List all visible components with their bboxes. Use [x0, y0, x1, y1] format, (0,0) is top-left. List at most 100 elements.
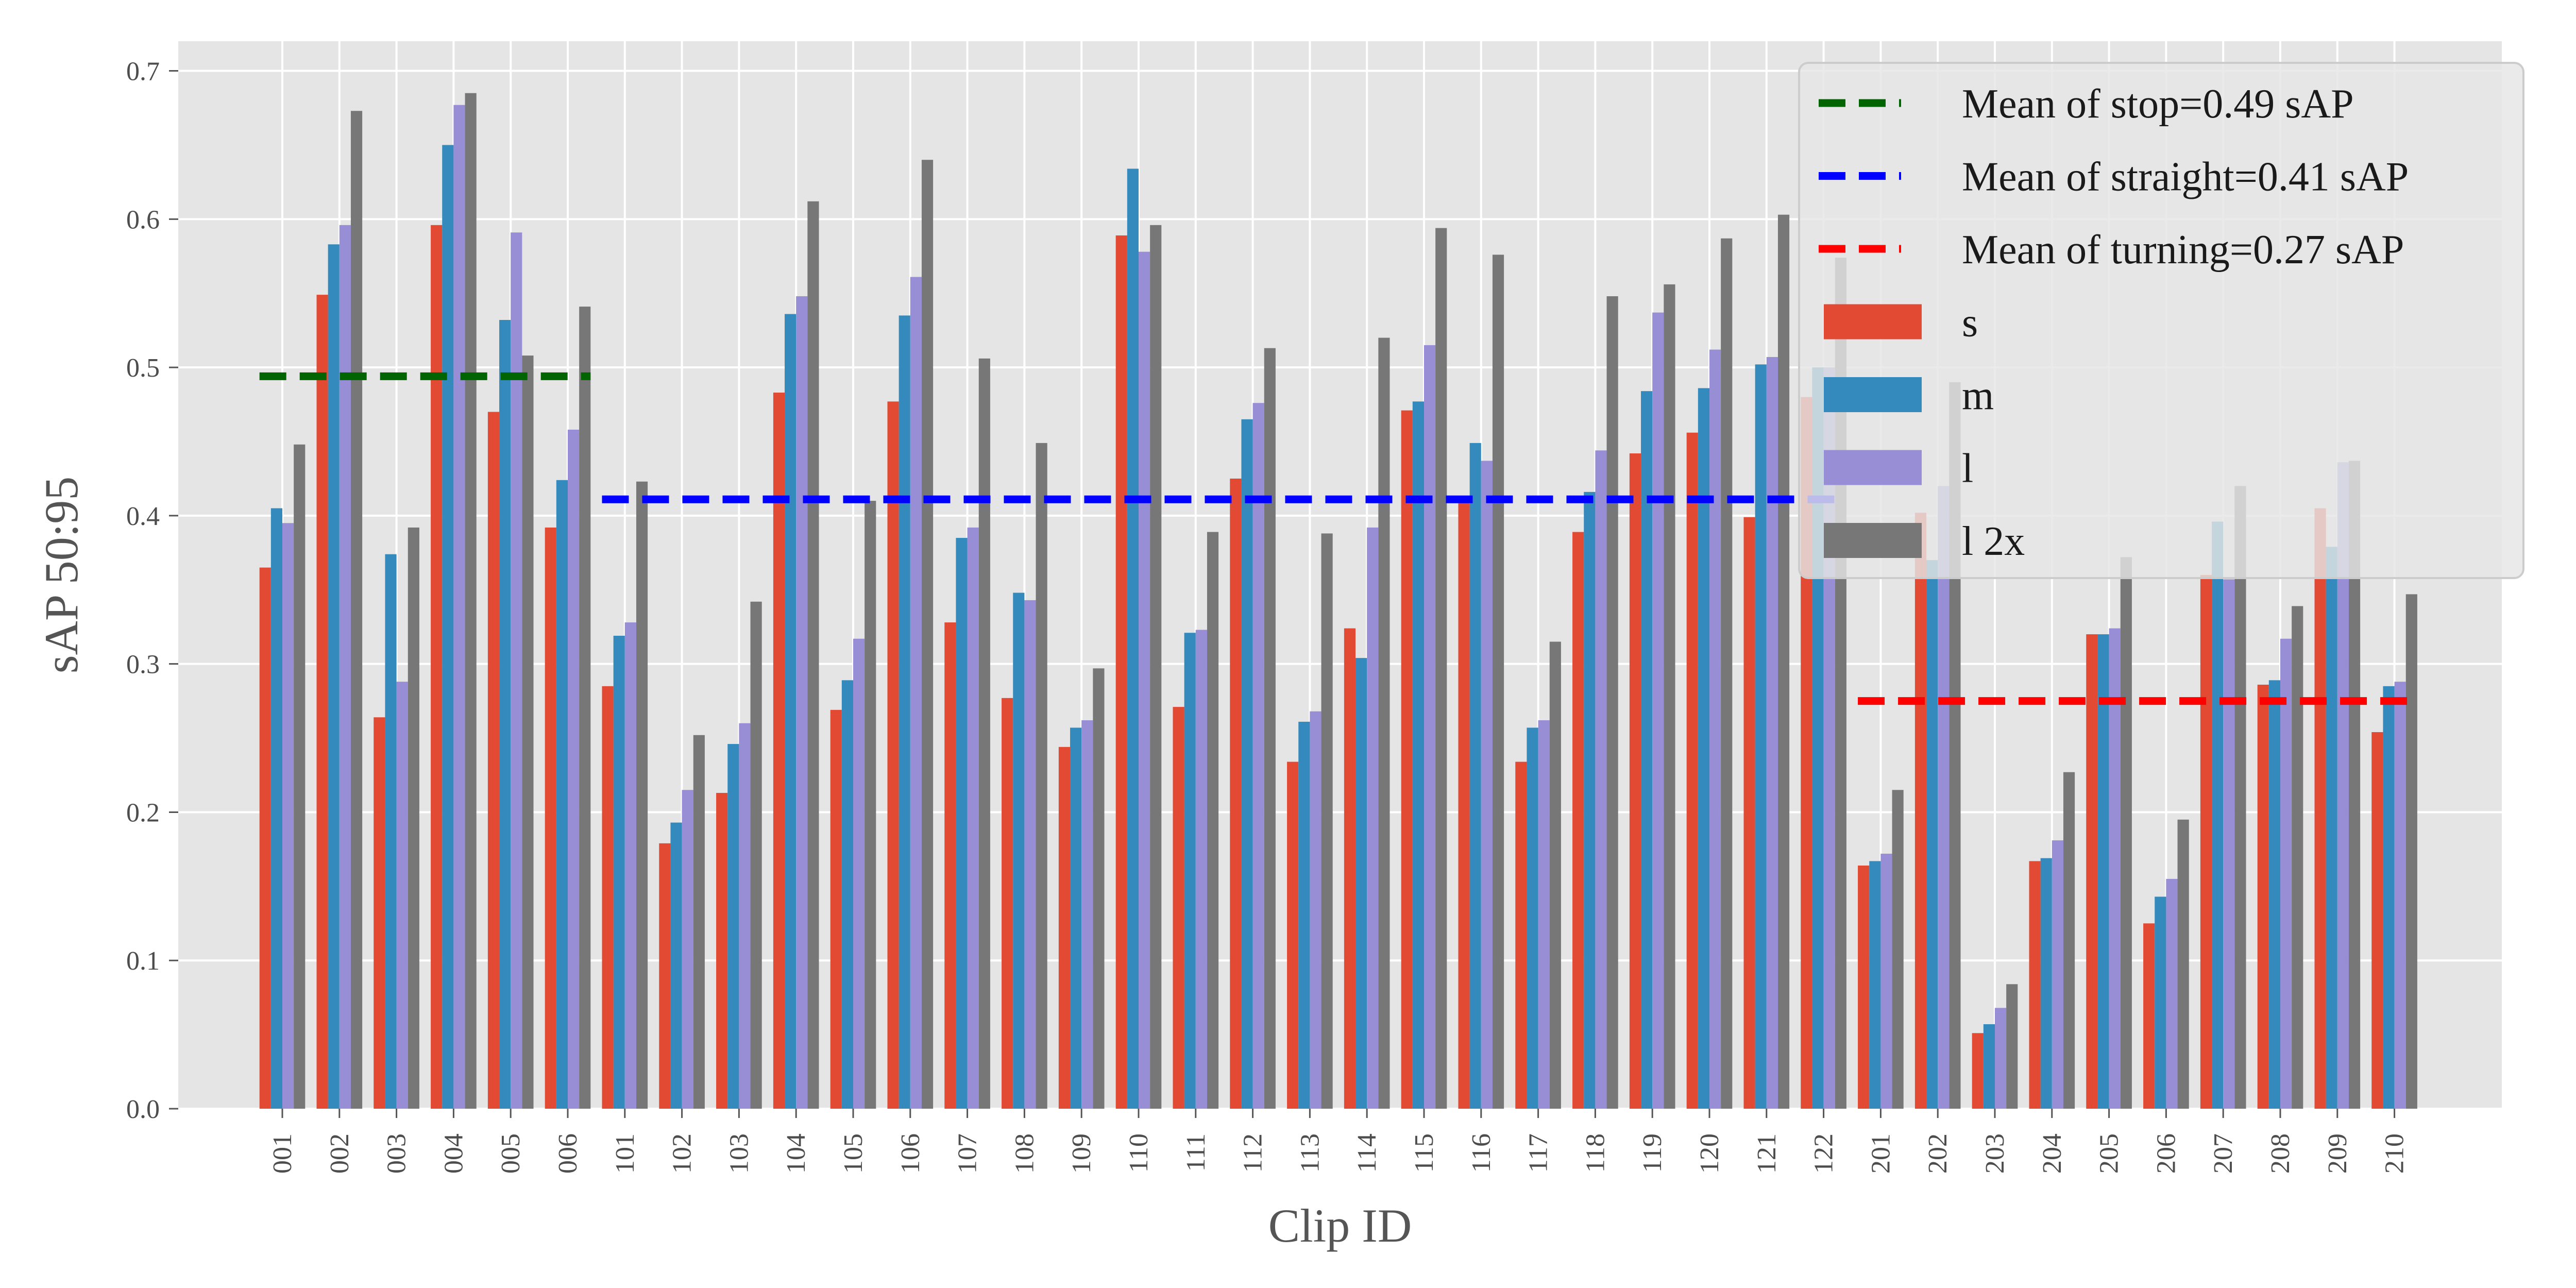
bar-l-2x-106	[921, 160, 934, 1109]
bar-s-109	[1058, 747, 1071, 1109]
x-tick-label: 105	[839, 1133, 868, 1174]
bar-l-2x-115	[1435, 228, 1447, 1109]
bar-m-108	[1013, 592, 1025, 1109]
y-tick-label: 0.2	[126, 798, 160, 827]
bar-s-118	[1572, 532, 1584, 1109]
bar-m-001	[270, 508, 282, 1109]
bar-m-112	[1241, 419, 1253, 1109]
x-tick-label: 002	[325, 1133, 354, 1174]
bar-l-2x-112	[1264, 348, 1276, 1109]
legend-label: Mean of turning=0.27 sAP	[1962, 227, 2404, 273]
x-tick-label: 104	[782, 1133, 811, 1174]
bar-s-113	[1287, 761, 1299, 1109]
bar-s-204	[2029, 861, 2041, 1109]
bar-l-2x-206	[2177, 819, 2189, 1109]
bar-s-105	[830, 709, 842, 1109]
bar-l-201	[1880, 854, 1892, 1109]
bar-l-114	[1367, 527, 1379, 1109]
y-tick-label: 0.3	[126, 650, 160, 680]
x-tick-label: 110	[1124, 1133, 1154, 1173]
bar-m-119	[1641, 391, 1653, 1109]
x-tick-label: 117	[1524, 1133, 1553, 1173]
legend-box	[1798, 62, 2524, 579]
y-tick-label: 0.7	[126, 57, 160, 87]
x-tick-label: 103	[724, 1133, 754, 1174]
bar-l-117	[1538, 720, 1550, 1109]
bar-l-2x-205	[2120, 557, 2132, 1109]
bar-m-106	[899, 315, 910, 1109]
bar-l-104	[796, 296, 808, 1109]
x-tick-label: 120	[1695, 1133, 1724, 1174]
bar-s-117	[1515, 761, 1527, 1109]
x-tick-label: 204	[2038, 1133, 2067, 1174]
bar-s-120	[1686, 432, 1698, 1109]
bar-l-001	[282, 523, 294, 1109]
bar-l-208	[2280, 638, 2292, 1109]
x-tick-label: 210	[2380, 1133, 2410, 1174]
bar-m-113	[1298, 721, 1310, 1109]
x-tick-label: 208	[2266, 1133, 2295, 1174]
bar-l-005	[511, 232, 522, 1109]
x-tick-label: 116	[1467, 1133, 1496, 1173]
bar-m-120	[1698, 388, 1709, 1109]
y-axis: 0.0 0.1 0.2 0.3 0.4 0.5 0.6 0.7	[126, 57, 178, 1124]
bar-l-2x-002	[350, 111, 363, 1109]
x-tick-label: 122	[1809, 1133, 1839, 1174]
x-tick-label: 003	[382, 1133, 412, 1174]
bar-l-206	[2166, 878, 2178, 1109]
bar-m-003	[385, 554, 397, 1109]
bar-l-204	[2052, 840, 2063, 1109]
bar-s-119	[1629, 453, 1641, 1109]
bar-l-111	[1195, 630, 1207, 1109]
bar-m-117	[1527, 727, 1538, 1109]
x-tick-label: 109	[1067, 1133, 1096, 1174]
bar-l-2x-111	[1207, 532, 1219, 1109]
bar-s-106	[887, 401, 899, 1109]
bar-l-2x-101	[636, 481, 648, 1109]
bar-m-109	[1070, 727, 1082, 1109]
bar-l-112	[1252, 403, 1264, 1109]
bar-s-005	[487, 412, 500, 1109]
bar-m-006	[556, 480, 568, 1109]
bar-m-207	[2212, 521, 2224, 1109]
bar-l-002	[339, 225, 351, 1109]
x-tick-label: 108	[1010, 1133, 1039, 1174]
bar-l-106	[910, 277, 922, 1109]
bar-m-116	[1469, 443, 1481, 1109]
bar-l-003	[396, 682, 408, 1109]
x-tick-label: 203	[1980, 1133, 2010, 1174]
bar-l-2x-204	[2063, 772, 2075, 1109]
bar-m-005	[499, 320, 511, 1109]
bar-m-002	[328, 244, 340, 1109]
bar-s-116	[1458, 502, 1470, 1109]
x-tick-label: 112	[1239, 1133, 1268, 1173]
bar-m-118	[1584, 492, 1596, 1109]
bar-l-2x-005	[522, 355, 534, 1109]
bar-l-2x-207	[2234, 486, 2246, 1109]
x-tick-label: 118	[1581, 1133, 1610, 1173]
bar-s-001	[259, 567, 271, 1109]
bar-l-2x-104	[807, 201, 819, 1109]
y-tick-label: 0.6	[126, 205, 160, 234]
legend-patch-handle	[1824, 450, 1922, 485]
mean-lines	[259, 372, 2417, 705]
x-tick-label: 102	[668, 1133, 697, 1174]
bar-s-103	[716, 793, 728, 1109]
bar-l-2x-108	[1036, 443, 1047, 1109]
x-tick-label: 106	[896, 1133, 925, 1174]
bar-s-102	[659, 843, 671, 1109]
bar-l-207	[2223, 579, 2235, 1109]
bar-l-2x-203	[2006, 984, 2018, 1109]
y-axis-title: sAP 50:95	[35, 477, 88, 674]
bar-l-119	[1652, 312, 1664, 1109]
x-tick-label: 006	[553, 1133, 583, 1174]
bar-m-103	[727, 744, 739, 1109]
bar-l-210	[2394, 682, 2406, 1109]
bars	[259, 93, 2417, 1109]
y-tick-label: 0.0	[126, 1095, 160, 1124]
bar-l-2x-113	[1321, 533, 1333, 1109]
legend-patch-handle	[1824, 304, 1922, 340]
x-tick-label: 207	[2209, 1133, 2238, 1174]
bar-l-108	[1024, 600, 1036, 1109]
bar-m-203	[1983, 1024, 1995, 1109]
